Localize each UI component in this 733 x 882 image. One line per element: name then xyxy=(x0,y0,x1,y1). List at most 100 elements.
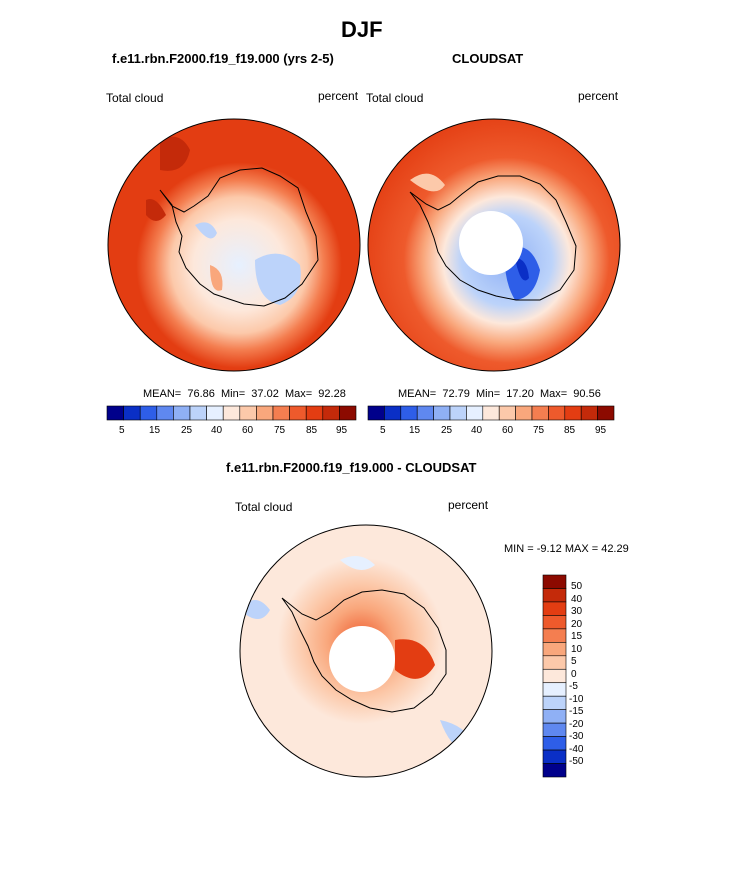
panel1-stats: MEAN= 76.86 Min= 37.02 Max= 92.28 xyxy=(143,388,346,400)
panel1-tick-2: 25 xyxy=(181,425,193,436)
panel2-min-value: 17.20 xyxy=(506,388,534,400)
panel2-stats: MEAN= 72.79 Min= 17.20 Max= 90.56 xyxy=(398,388,601,400)
panel2-colorbar-swatch-4 xyxy=(433,405,451,421)
panel1-colorbar xyxy=(106,405,357,421)
panel3-colorbar-swatch-10 xyxy=(542,709,567,724)
panel1-colorbar-swatch-2 xyxy=(139,405,158,421)
panel3-tick-13: -40 xyxy=(569,744,584,755)
panel3-tick-6: 5 xyxy=(571,656,577,667)
panel3-map-border xyxy=(239,524,493,778)
panel2-colorbar xyxy=(367,405,615,421)
panel2-tick-5: 75 xyxy=(533,425,545,436)
panel3-colorbar-swatch-3 xyxy=(542,615,567,630)
panel1-colorbar-swatch-5 xyxy=(189,405,207,421)
panel1-colorbar-swatch-14 xyxy=(339,405,357,421)
panel3-colorbar-swatch-8 xyxy=(542,682,567,697)
panel1-tick-3: 40 xyxy=(211,425,223,436)
panel1-variable-label: Total cloud xyxy=(106,91,164,105)
panel2-max-value: 90.56 xyxy=(573,388,601,400)
panel3-tick-10: -15 xyxy=(569,706,584,717)
panel3-colorbar-swatch-5 xyxy=(542,642,567,657)
panel2-tick-2: 25 xyxy=(441,425,453,436)
panel2-tick-4: 60 xyxy=(502,425,514,436)
panel3-tick-2: 30 xyxy=(571,606,583,617)
panel1-min-value: 37.02 xyxy=(251,388,279,400)
panel1-tick-7: 95 xyxy=(336,425,348,436)
panel2-colorbar-swatch-0 xyxy=(367,405,385,421)
panel1-colorbar-swatch-0 xyxy=(106,405,124,421)
panel1-tick-4: 60 xyxy=(242,425,254,436)
panel1-colorbar-swatch-7 xyxy=(222,405,241,421)
panel1-tick-5: 75 xyxy=(274,425,286,436)
panel3-tick-14: -50 xyxy=(569,756,584,767)
panel2-colorbar-swatch-10 xyxy=(531,405,549,421)
panel2-colorbar-swatch-9 xyxy=(515,405,533,421)
panel3-colorbar-swatch-9 xyxy=(542,695,567,710)
panel2-colorbar-swatch-1 xyxy=(384,405,402,421)
panel1-max-value: 92.28 xyxy=(318,388,346,400)
panel2-colorbar-swatch-12 xyxy=(564,405,582,421)
panel1-antarctica-outline xyxy=(159,167,319,307)
panel1-title: f.e11.rbn.F2000.f19_f19.000 (yrs 2-5) xyxy=(112,51,334,66)
panel2-tick-3: 40 xyxy=(471,425,483,436)
panel3-variable-label: Total cloud xyxy=(235,500,293,514)
panel1-max-label: Max= xyxy=(284,388,313,400)
panel3-colorbar-swatch-4 xyxy=(542,628,567,643)
panel1-colorbar-swatch-12 xyxy=(305,405,324,421)
page-title: DJF xyxy=(341,17,383,42)
panel1-colorbar-swatch-11 xyxy=(289,405,307,421)
panel3-map xyxy=(240,525,492,777)
panel1-colorbar-swatch-8 xyxy=(239,405,257,421)
panel2-variable-label: Total cloud xyxy=(366,91,424,105)
panel1-colorbar-swatch-10 xyxy=(272,405,290,421)
panel3-colorbar xyxy=(542,574,567,778)
panel2-tick-7: 95 xyxy=(595,425,607,436)
panel1-colorbar-swatch-13 xyxy=(322,405,340,421)
panel2-tick-6: 85 xyxy=(564,425,576,436)
panel3-units-label: percent xyxy=(448,498,489,512)
panel1-colorbar-swatch-3 xyxy=(156,405,174,421)
panel3-tick-7: 0 xyxy=(571,669,577,680)
panel1-tick-1: 15 xyxy=(149,425,161,436)
panel1-mean-value: 76.86 xyxy=(187,388,215,400)
panel3-colorbar-swatch-6 xyxy=(542,655,567,670)
panel3-colorbar-swatch-1 xyxy=(542,588,567,603)
panel2-colorbar-swatch-2 xyxy=(400,405,418,421)
panel2-colorbar-swatch-7 xyxy=(482,405,500,421)
panel1-min-label: Min= xyxy=(221,388,246,400)
panel3-colorbar-swatch-2 xyxy=(542,601,567,616)
panel2-colorbar-swatch-11 xyxy=(548,405,566,421)
panel3-tick-9: -10 xyxy=(569,694,584,705)
panel3-tick-12: -30 xyxy=(569,731,584,742)
panel1-tick-0: 5 xyxy=(119,425,125,436)
panel1-colorbar-swatch-1 xyxy=(123,405,141,421)
panel2-colorbar-swatch-8 xyxy=(498,405,516,421)
panel3-tick-11: -20 xyxy=(569,719,584,730)
panel3-colorbar-swatch-7 xyxy=(542,668,567,684)
panel3-tick-1: 40 xyxy=(571,594,583,605)
panel2-colorbar-swatch-14 xyxy=(597,405,615,421)
panel2-mean-label: MEAN= xyxy=(398,388,437,400)
panel1-mean-label: MEAN= xyxy=(143,388,182,400)
panel2-units-label: percent xyxy=(578,89,619,103)
panel2-title: CLOUDSAT xyxy=(452,51,524,66)
panel1-map xyxy=(108,119,360,371)
panel3-antarctica-outline xyxy=(281,589,447,713)
panel2-colorbar-swatch-5 xyxy=(449,405,467,421)
panel3-tick-4: 15 xyxy=(571,631,583,642)
panel3-tick-5: 10 xyxy=(571,644,583,655)
panel3-colorbar-swatch-14 xyxy=(542,763,567,778)
panel2-min-label: Min= xyxy=(476,388,501,400)
panel3-colorbar-swatch-12 xyxy=(542,736,567,751)
panel1-colorbar-swatch-6 xyxy=(206,405,224,421)
panel3-colorbar-swatch-13 xyxy=(542,749,567,764)
panel2-tick-0: 5 xyxy=(380,425,386,436)
panel2-colorbar-swatch-6 xyxy=(466,405,484,421)
panel3-tick-3: 20 xyxy=(571,619,583,630)
panel3-tick-0: 50 xyxy=(571,581,583,592)
panel2-colorbar-swatch-13 xyxy=(580,405,598,421)
panel3-colorbar-swatch-0 xyxy=(542,574,567,589)
panel3-minmax: MIN = -9.12 MAX = 42.29 xyxy=(504,543,629,555)
panel3-title: f.e11.rbn.F2000.f19_f19.000 - CLOUDSAT xyxy=(226,460,477,475)
